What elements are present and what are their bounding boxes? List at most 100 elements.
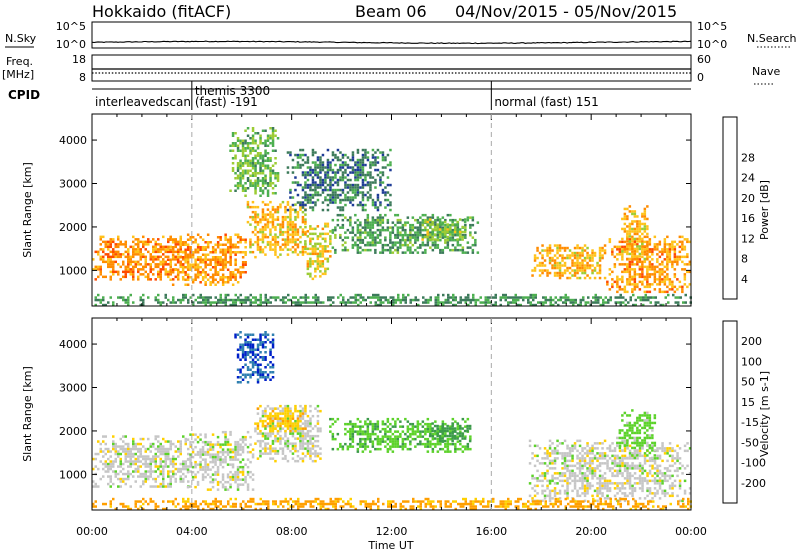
- heatmap-cell: [472, 219, 475, 222]
- heatmap-cell: [566, 257, 569, 260]
- freq-unit: [MHz]: [2, 68, 34, 81]
- heatmap-cell: [309, 417, 312, 420]
- heatmap-cell: [536, 249, 539, 252]
- heatmap-cell: [641, 223, 644, 226]
- heatmap-cell: [392, 229, 395, 232]
- heatmap-cell: [617, 296, 620, 299]
- heatmap-cell: [317, 422, 320, 425]
- heatmap-cell: [352, 236, 355, 239]
- heatmap-cell: [659, 263, 662, 266]
- heatmap-cell: [355, 296, 358, 299]
- heatmap-cell: [107, 463, 110, 466]
- heatmap-cell: [125, 243, 128, 246]
- heatmap-cell: [314, 174, 317, 177]
- heatmap-cell: [182, 435, 185, 438]
- heatmap-cell: [267, 135, 270, 138]
- heatmap-cell: [644, 228, 647, 231]
- heatmap-cell: [469, 226, 472, 229]
- heatmap-cell: [150, 278, 153, 281]
- heatmap-cell: [239, 276, 242, 279]
- heatmap-cell: [172, 299, 175, 302]
- heatmap-cell: [307, 248, 310, 251]
- heatmap-cell: [372, 149, 375, 152]
- heatmap-cell: [247, 458, 250, 461]
- heatmap-cell: [369, 194, 372, 197]
- heatmap-cell: [232, 284, 235, 287]
- heatmap-cell: [202, 446, 205, 449]
- heatmap-cell: [242, 142, 245, 145]
- heatmap-cell: [264, 452, 267, 455]
- heatmap-cell: [279, 226, 282, 229]
- heatmap-cell: [586, 264, 589, 267]
- heatmap-cell: [204, 433, 207, 436]
- heatmap-cell: [234, 142, 237, 145]
- heatmap-cell: [359, 241, 362, 244]
- heatmap-cell: [222, 483, 225, 486]
- heatmap-cell: [546, 269, 549, 272]
- heatmap-cell: [207, 299, 210, 302]
- heatmap-cell: [302, 452, 305, 455]
- heatmap-cell: [115, 251, 118, 254]
- heatmap-cell: [179, 271, 182, 274]
- heatmap-cell: [446, 236, 449, 239]
- heatmap-cell: [187, 249, 190, 252]
- heatmap-cell: [626, 271, 629, 274]
- heatmap-cell: [132, 470, 135, 473]
- heatmap-cell: [422, 244, 425, 247]
- heatmap-cell: [342, 156, 345, 159]
- heatmap-cell: [389, 169, 392, 172]
- heatmap-cell: [217, 483, 220, 486]
- heatmap-cell: [674, 276, 677, 279]
- heatmap-cell: [515, 296, 518, 299]
- heatmap-cell: [282, 226, 285, 229]
- heatmap-cell: [120, 296, 123, 299]
- heatmap-cell: [254, 175, 256, 178]
- heatmap-cell: [359, 176, 362, 179]
- heatmap-cell: [312, 181, 315, 184]
- heatmap-cell: [202, 269, 205, 272]
- heatmap-cell: [641, 248, 644, 251]
- heatmap-cell: [367, 418, 370, 421]
- heatmap-cell: [364, 244, 367, 247]
- heatmap-cell: [309, 243, 312, 246]
- heatmap-cell: [252, 182, 255, 185]
- heatmap-cell: [244, 170, 247, 173]
- heatmap-cell: [357, 174, 360, 177]
- nsky-tick-low: 10^0: [56, 38, 86, 51]
- heatmap-cell: [651, 251, 654, 254]
- heatmap-cell: [120, 256, 123, 259]
- heatmap-cell: [229, 261, 232, 264]
- heatmap-cell: [120, 278, 123, 281]
- heatmap-cell: [242, 256, 245, 259]
- heatmap-cell: [487, 296, 490, 299]
- heatmap-cell: [384, 199, 387, 202]
- heatmap-cell: [232, 276, 235, 279]
- heatmap-cell: [219, 256, 222, 259]
- heatmap-cell: [147, 458, 150, 461]
- heatmap-cell: [117, 296, 120, 299]
- heatmap-cell: [264, 187, 267, 190]
- heatmap-cell: [229, 190, 232, 193]
- heatmap-cell: [550, 299, 553, 302]
- heatmap-cell: [571, 254, 574, 256]
- heatmap-cell: [202, 261, 205, 264]
- heatmap-cell: [132, 271, 135, 274]
- heatmap-cell: [342, 226, 345, 229]
- heatmap-cell: [197, 246, 200, 249]
- heatmap-cell: [384, 206, 387, 209]
- heatmap-cell: [162, 478, 165, 481]
- heatmap-cell: [549, 252, 552, 255]
- heatmap-cell: [145, 455, 148, 458]
- heatmap-cell: [252, 175, 255, 178]
- heatmap-cell: [304, 233, 307, 236]
- heatmap-cell: [641, 256, 644, 259]
- heatmap-cell: [97, 468, 100, 471]
- heatmap-cell: [297, 437, 300, 440]
- heatmap-cell: [212, 251, 215, 254]
- heatmap-cell: [254, 165, 256, 168]
- heatmap-cell: [359, 433, 362, 436]
- colorbar-tick-label: 28: [741, 151, 755, 164]
- heatmap-cell: [347, 423, 350, 426]
- heatmap-cell: [162, 453, 165, 456]
- heatmap-cell: [239, 175, 242, 178]
